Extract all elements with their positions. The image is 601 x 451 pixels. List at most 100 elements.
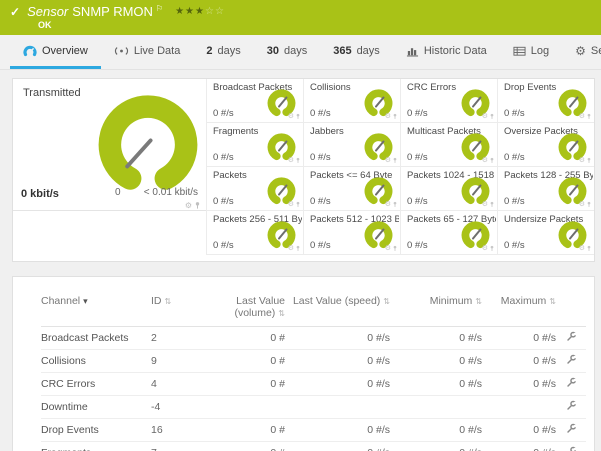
channel-gauge-tile[interactable]: Packets <= 64 Byte 0 #/s ⚙ — [303, 167, 400, 211]
channel-gauge-tile[interactable]: Broadcast Packets 0 #/s ⚙ — [206, 79, 303, 123]
wrench-icon[interactable] — [566, 331, 577, 342]
table-row[interactable]: Fragments 7 0 # 0 #/s 0 #/s 0 #/s — [41, 441, 586, 451]
column-header-id[interactable]: ID ⇅ — [151, 293, 203, 327]
tab-30-days[interactable]: 30 days — [254, 35, 321, 69]
wrench-icon[interactable] — [566, 446, 577, 451]
gear-icon[interactable]: ⚙ — [287, 201, 294, 208]
gear-icon[interactable]: ⚙ — [578, 113, 585, 120]
channel-gauge-title: Fragments — [213, 126, 259, 137]
gear-icon[interactable]: ⚙ — [384, 201, 391, 208]
channel-gauge-tile[interactable]: Jabbers 0 #/s ⚙ — [303, 123, 400, 167]
wrench-icon[interactable] — [566, 423, 577, 434]
gear-icon[interactable]: ⚙ — [287, 113, 294, 120]
page-title: SNMP RMON — [72, 4, 153, 19]
pin-icon[interactable] — [296, 113, 300, 120]
tab-log[interactable]: Log — [500, 35, 562, 69]
channel-gauge-tile[interactable]: Packets 65 - 127 Bytes 0 #/s ⚙ — [400, 211, 497, 255]
channel-gauge-value: 0 #/s — [407, 240, 428, 251]
flag-icon[interactable]: ⚐ — [155, 4, 164, 13]
cell-channel[interactable]: Drop Events — [41, 418, 151, 442]
channel-gauge-dial — [364, 221, 393, 249]
channel-gauge-tile[interactable]: Oversize Packets 0 #/s ⚙ — [497, 123, 594, 167]
pin-icon[interactable] — [393, 157, 397, 164]
gear-icon[interactable]: ⚙ — [578, 157, 585, 164]
tab-settings[interactable]: ⚙ Settings — [562, 35, 601, 69]
channel-gauge-tile[interactable]: Undersize Packets 0 #/s ⚙ — [497, 211, 594, 255]
pin-icon[interactable] — [587, 113, 591, 120]
channel-gauge-tile[interactable]: Packets 0 #/s ⚙ — [206, 167, 303, 211]
pin-icon[interactable] — [490, 113, 494, 120]
gear-icon[interactable]: ⚙ — [287, 245, 294, 252]
gear-icon[interactable]: ⚙ — [481, 157, 488, 164]
gear-icon[interactable]: ⚙ — [384, 113, 391, 120]
channel-gauge-tile[interactable]: Fragments 0 #/s ⚙ — [206, 123, 303, 167]
channel-gauge-tile[interactable]: Collisions 0 #/s ⚙ — [303, 79, 400, 123]
primary-gauge-transmitted[interactable]: Transmitted 0 kbit/s 0 < 0.01 kbit/s ⚙ — [13, 79, 206, 211]
channel-gauge-tile[interactable]: Multicast Packets 0 #/s ⚙ — [400, 123, 497, 167]
tab-historic-data[interactable]: Historic Data — [393, 35, 500, 69]
channel-gauge-tile[interactable]: Packets 1024 - 1518 B... 0 #/s ⚙ — [400, 167, 497, 211]
cell-actions — [556, 372, 586, 396]
gear-icon[interactable]: ⚙ — [578, 245, 585, 252]
pin-icon[interactable] — [490, 201, 494, 208]
channel-gauge-title: Packets <= 64 Byte — [310, 170, 393, 181]
pin-icon[interactable] — [393, 113, 397, 120]
channel-gauge-tile[interactable]: Packets 256 - 511 Bytes 0 #/s ⚙ — [206, 211, 303, 255]
channel-table-panel: Channel ▾ ID ⇅ Last Value (volume) ⇅ Last V… — [12, 276, 595, 451]
pin-icon[interactable] — [587, 157, 591, 164]
gear-icon[interactable]: ⚙ — [481, 113, 488, 120]
gear-icon[interactable]: ⚙ — [384, 157, 391, 164]
table-row[interactable]: Collisions 9 0 # 0 #/s 0 #/s 0 #/s — [41, 349, 586, 373]
channel-gauge-tile[interactable]: CRC Errors 0 #/s ⚙ — [400, 79, 497, 123]
cell-minimum: 0 #/s — [390, 326, 482, 350]
tab-365-days[interactable]: 365 days — [320, 35, 393, 69]
table-row[interactable]: Broadcast Packets 2 0 # 0 #/s 0 #/s 0 #/… — [41, 326, 586, 350]
cell-channel[interactable]: Collisions — [41, 349, 151, 373]
wrench-icon[interactable] — [566, 354, 577, 365]
channel-gauge-tile[interactable]: Packets 128 - 255 Bytes 0 #/s ⚙ — [497, 167, 594, 211]
wrench-icon[interactable] — [566, 377, 577, 388]
pin-icon[interactable] — [587, 245, 591, 252]
column-header-channel[interactable]: Channel ▾ — [41, 293, 151, 327]
channel-gauge-title: Collisions — [310, 82, 351, 93]
channel-gauge-tile[interactable]: Drop Events 0 #/s ⚙ — [497, 79, 594, 123]
cell-channel[interactable]: Broadcast Packets — [41, 326, 151, 350]
column-header-maximum[interactable]: Maximum ⇅ — [482, 293, 556, 327]
gear-icon[interactable]: ⚙ — [287, 157, 294, 164]
tab-label: Live Data — [133, 44, 181, 57]
pin-icon[interactable] — [195, 201, 200, 210]
pin-icon[interactable] — [393, 245, 397, 252]
column-header-last-value-volume[interactable]: Last Value (volume) ⇅ — [203, 293, 285, 327]
tab-overview[interactable]: Overview — [10, 35, 101, 69]
table-row[interactable]: Drop Events 16 0 # 0 #/s 0 #/s 0 #/s — [41, 418, 586, 442]
table-row[interactable]: Downtime -4 — [41, 395, 586, 419]
gear-icon[interactable]: ⚙ — [481, 201, 488, 208]
pin-icon[interactable] — [393, 201, 397, 208]
gear-icon[interactable]: ⚙ — [384, 245, 391, 252]
column-header-minimum[interactable]: Minimum ⇅ — [390, 293, 482, 327]
tab-2-days[interactable]: 2 days — [193, 35, 253, 69]
channel-gauge-tile[interactable]: Packets 512 - 1023 Byt... 0 #/s ⚙ — [303, 211, 400, 255]
tab-live-data[interactable]: Live Data — [101, 35, 193, 69]
column-header-last-value-speed[interactable]: Last Value (speed) ⇅ — [285, 293, 390, 327]
channel-gauge-dial — [267, 221, 296, 249]
gear-icon[interactable]: ⚙ — [481, 245, 488, 252]
cell-channel[interactable]: CRC Errors — [41, 372, 151, 396]
pin-icon[interactable] — [296, 157, 300, 164]
gear-icon[interactable]: ⚙ — [578, 201, 585, 208]
pin-icon[interactable] — [490, 157, 494, 164]
cell-channel[interactable]: Downtime — [41, 395, 151, 419]
channel-gauge-dial — [267, 177, 296, 205]
priority-stars[interactable]: ★★★☆☆ — [175, 6, 225, 17]
table-row[interactable]: CRC Errors 4 0 # 0 #/s 0 #/s 0 #/s — [41, 372, 586, 396]
pin-icon[interactable] — [490, 245, 494, 252]
cell-channel[interactable]: Fragments — [41, 441, 151, 451]
tab-bar: Overview Live Data 2 days 30 days 365 da… — [0, 35, 601, 70]
pin-icon[interactable] — [296, 201, 300, 208]
gear-icon[interactable]: ⚙ — [184, 200, 192, 210]
channel-gauge-dial — [364, 89, 393, 117]
pin-icon[interactable] — [587, 201, 591, 208]
cell-last-value-speed: 0 #/s — [285, 418, 390, 442]
pin-icon[interactable] — [296, 245, 300, 252]
wrench-icon[interactable] — [566, 400, 577, 411]
